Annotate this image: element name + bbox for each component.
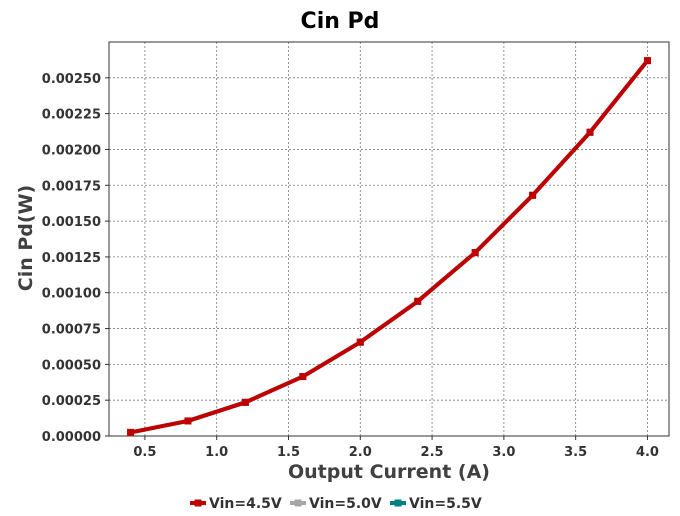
data-point <box>299 373 307 381</box>
legend-marker <box>294 499 302 507</box>
series-line <box>128 58 650 435</box>
x-tick-label: 1.0 <box>205 445 228 460</box>
x-tick-label: 2.0 <box>349 445 372 460</box>
y-tick-label: 0.00075 <box>42 323 101 338</box>
x-tick-label: 3.5 <box>564 445 587 460</box>
data-point <box>356 338 364 346</box>
y-tick-label: 0.00250 <box>42 72 101 87</box>
x-tick-label: 2.5 <box>421 445 444 460</box>
legend-marker <box>394 499 402 507</box>
data-point <box>586 128 594 136</box>
legend-marker <box>194 499 202 507</box>
legend: Vin=4.5V Vin=5.0V Vin=5.5V <box>190 496 482 512</box>
series-Vin=4.5V <box>127 57 651 436</box>
legend-label: Vin=5.5V <box>409 496 482 512</box>
x-axis-label: Output Current (A) <box>288 461 490 483</box>
chart-title: Cin Pd <box>301 9 380 34</box>
y-tick-label: 0.00125 <box>42 251 101 266</box>
grid <box>109 42 669 437</box>
legend-item: Vin=5.5V <box>390 496 482 512</box>
data-point <box>471 249 479 257</box>
x-tick-label: 1.5 <box>277 445 300 460</box>
series-line <box>128 58 650 435</box>
data-point <box>184 417 192 425</box>
y-axis-ticks: 0.00000 0.00025 0.00050 0.00075 0.00100 0.001… <box>42 72 109 445</box>
x-tick-label: 4.0 <box>636 445 659 460</box>
y-tick-label: 0.00000 <box>42 430 101 445</box>
series <box>127 57 651 436</box>
y-axis-label: Cin Pd(W) <box>15 185 37 291</box>
y-tick-label: 0.00100 <box>42 287 101 302</box>
x-tick-label: 0.5 <box>133 445 156 460</box>
y-tick-label: 0.00050 <box>42 358 101 373</box>
y-tick-label: 0.00225 <box>42 108 101 123</box>
legend-item: Vin=5.0V <box>290 496 382 512</box>
x-tick-label: 3.0 <box>492 445 515 460</box>
series-line <box>128 58 650 435</box>
y-tick-label: 0.00200 <box>42 143 101 158</box>
y-tick-label: 0.00175 <box>42 179 101 194</box>
data-point <box>643 57 651 65</box>
legend-label: Vin=4.5V <box>209 496 282 512</box>
x-axis-ticks: 0.5 1.0 1.5 2.0 2.5 3.0 3.5 4.0 <box>133 436 659 460</box>
data-point <box>414 297 422 305</box>
plot-area <box>108 41 670 437</box>
legend-item: Vin=4.5V <box>190 496 282 512</box>
y-tick-label: 0.00025 <box>42 394 101 409</box>
data-point <box>529 191 537 199</box>
legend-label: Vin=5.0V <box>309 496 382 512</box>
data-point <box>241 398 249 406</box>
y-tick-label: 0.00150 <box>42 215 101 230</box>
data-point <box>127 428 135 436</box>
